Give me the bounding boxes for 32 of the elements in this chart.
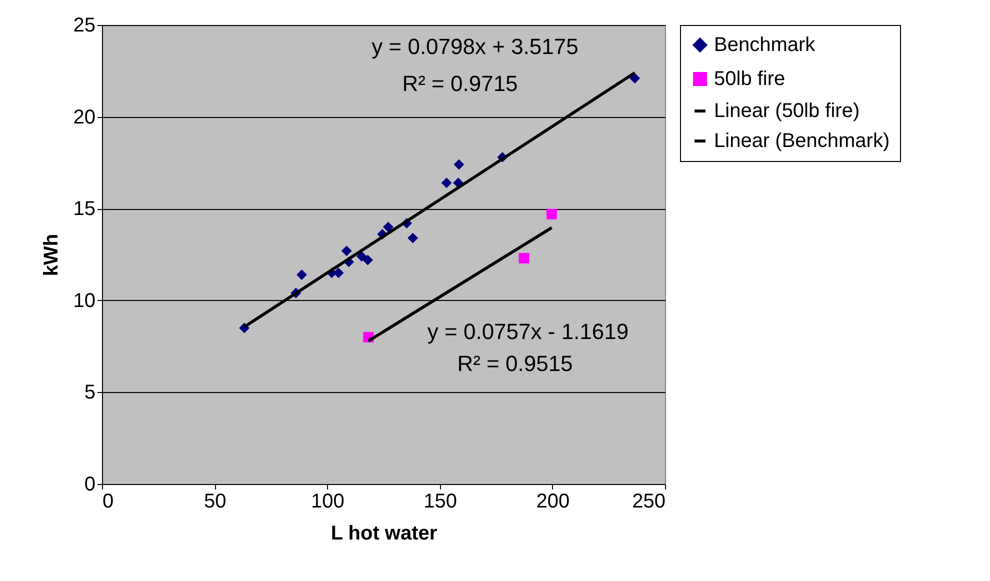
point <box>341 246 352 256</box>
annotation: R² = 0.9715 <box>402 71 518 96</box>
x-tick-label: 0 <box>102 490 114 512</box>
y-tick-label: 10 <box>73 290 96 312</box>
y-tick-label: 0 <box>84 474 96 496</box>
point <box>362 254 373 266</box>
point <box>630 73 640 84</box>
point <box>296 269 307 280</box>
x-tick-label: 150 <box>424 490 457 512</box>
legend-label: Benchmark <box>714 34 816 56</box>
legend-label: 50lb fire <box>714 68 786 90</box>
y-axis-title: kWh <box>40 234 62 276</box>
point <box>518 252 530 264</box>
y-tick-label: 5 <box>84 382 96 404</box>
point <box>454 159 464 170</box>
point <box>441 178 452 188</box>
annotation: R² = 0.9515 <box>457 351 573 376</box>
annotation: y = 0.0798x + 3.5175 <box>372 34 578 59</box>
y-tick-label: 15 <box>73 198 96 220</box>
legend-label: Linear (Benchmark) <box>714 130 890 152</box>
x-tick-label: 50 <box>204 490 226 512</box>
y-tick-label: 20 <box>73 106 96 128</box>
x-tick-label: 100 <box>311 490 344 512</box>
x-tick-label: 250 <box>632 490 666 512</box>
point <box>382 222 394 232</box>
y-tick-label: 25 <box>73 14 96 36</box>
point <box>546 208 557 220</box>
x-axis-title: L hot water <box>330 522 438 544</box>
annotation: y = 0.0757x - 1.1619 <box>427 319 629 344</box>
x-tick-label: 200 <box>536 490 570 512</box>
legend-label: Linear (50lb fire) <box>714 100 860 122</box>
point <box>408 232 418 244</box>
